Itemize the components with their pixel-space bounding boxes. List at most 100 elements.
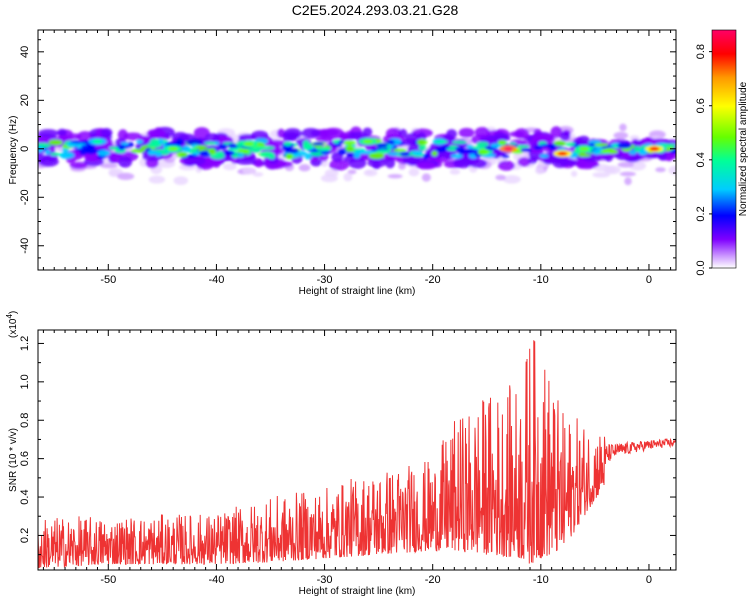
heatmap-layer — [38, 123, 676, 186]
heatmap-band — [38, 156, 59, 167]
heatmap-band — [517, 157, 531, 167]
colorbar — [711, 29, 737, 269]
heatmap-band — [315, 136, 334, 143]
heatmap-core — [368, 152, 385, 160]
heatmap-halo — [495, 174, 506, 181]
heatmap-band — [187, 156, 207, 166]
heatmap-core — [186, 154, 198, 158]
heatmap-core — [434, 140, 449, 144]
heatmap-xtick-label: -30 — [317, 274, 333, 286]
chart-title: C2E5.2024.293.03.21.G28 — [291, 2, 459, 18]
heatmap-halo — [173, 176, 189, 185]
heatmap-band — [235, 157, 256, 165]
heatmap-core — [622, 147, 631, 152]
heatmap-core — [97, 150, 111, 157]
heatmap-core — [617, 142, 632, 149]
heatmap-core — [285, 153, 294, 160]
heatmap-halo — [117, 172, 135, 181]
heatmap-core — [333, 143, 343, 148]
snr-ytick-label: 1.2 — [19, 336, 31, 351]
heatmap-xtick-label: -50 — [100, 274, 116, 286]
heatmap-peak — [579, 146, 590, 151]
heatmap-band — [501, 134, 511, 142]
heatmap-ylabel: Frequency (Hz) — [8, 116, 19, 185]
heatmap-band — [367, 158, 387, 168]
heatmap-band — [347, 131, 368, 140]
heatmap-core — [283, 141, 293, 146]
heatmap-band — [385, 158, 396, 169]
heatmap-halo — [619, 171, 636, 177]
heatmap-halo — [108, 170, 120, 178]
colorbar-tick-label: 0.8 — [695, 44, 707, 59]
heatmap-core — [338, 140, 345, 145]
heatmap-xlabel: Height of straight line (km) — [299, 286, 416, 297]
heatmap-core — [594, 143, 609, 147]
colorbar-label: Normalized spectral amplitude — [738, 81, 749, 216]
heatmap-halo — [408, 168, 420, 177]
heatmap-core — [38, 145, 44, 153]
snr-ytick-label: 0.2 — [19, 528, 31, 543]
heatmap-peak — [649, 146, 660, 151]
heatmap-halo — [592, 172, 610, 178]
heatmap-core — [418, 144, 427, 151]
heatmap-core — [539, 154, 549, 158]
heatmap-core — [565, 142, 576, 147]
heatmap-band — [253, 157, 264, 168]
heatmap-band — [68, 133, 82, 140]
heatmap-core — [640, 145, 647, 150]
heatmap-core — [422, 153, 430, 159]
heatmap-halo — [570, 170, 578, 177]
heatmap-core — [628, 150, 637, 155]
heatmap-core — [345, 145, 355, 153]
heatmap-halo — [629, 135, 640, 141]
heatmap-halo — [252, 172, 264, 177]
heatmap-core — [204, 141, 217, 145]
heatmap-core — [577, 153, 591, 157]
heatmap-band — [38, 129, 59, 138]
heatmap-core — [69, 140, 85, 144]
heatmap-halo — [535, 166, 545, 175]
heatmap-ytick-label: 40 — [19, 46, 31, 58]
heatmap-core — [376, 143, 389, 148]
heatmap-peak — [243, 141, 254, 146]
heatmap-band — [339, 131, 348, 141]
heatmap-core — [592, 149, 601, 155]
heatmap-core — [149, 138, 160, 146]
heatmap-halo — [298, 164, 311, 172]
heatmap-band — [402, 155, 420, 165]
heatmap-band — [542, 156, 555, 165]
heatmap-core — [79, 150, 88, 155]
heatmap-band — [100, 127, 113, 138]
heatmap-peak — [557, 151, 568, 156]
heatmap-halo — [241, 167, 256, 175]
heatmap-core — [108, 146, 119, 150]
heatmap-ytick-label: -20 — [19, 189, 31, 205]
heatmap-core — [548, 143, 557, 151]
heatmap-core — [416, 139, 428, 146]
heatmap-ytick-label: 20 — [19, 94, 31, 106]
heatmap-band — [301, 128, 321, 139]
heatmap-ytick-label: -40 — [19, 238, 31, 254]
heatmap-core — [477, 148, 490, 156]
heatmap-core — [303, 153, 313, 160]
heatmap-blobs — [38, 123, 676, 186]
heatmap-xtick-label: -10 — [533, 274, 549, 286]
heatmap-band — [69, 161, 88, 169]
heatmap-halo — [148, 175, 166, 184]
heatmap-band — [509, 131, 525, 138]
heatmap-core — [237, 152, 244, 158]
heatmap-halo — [617, 161, 635, 168]
heatmap-halo — [100, 163, 118, 169]
heatmap-core — [337, 148, 347, 156]
heatmap-halo — [343, 172, 353, 182]
heatmap-peak — [168, 146, 179, 151]
heatmap-core — [147, 149, 156, 156]
heatmap-core — [118, 144, 125, 151]
colorbar-tick-label: 0.2 — [695, 206, 707, 221]
heatmap-band — [552, 157, 569, 168]
heatmap-band — [458, 127, 475, 138]
heatmap-core — [520, 148, 533, 153]
heatmap-halo — [624, 177, 632, 186]
heatmap-band — [123, 132, 143, 141]
